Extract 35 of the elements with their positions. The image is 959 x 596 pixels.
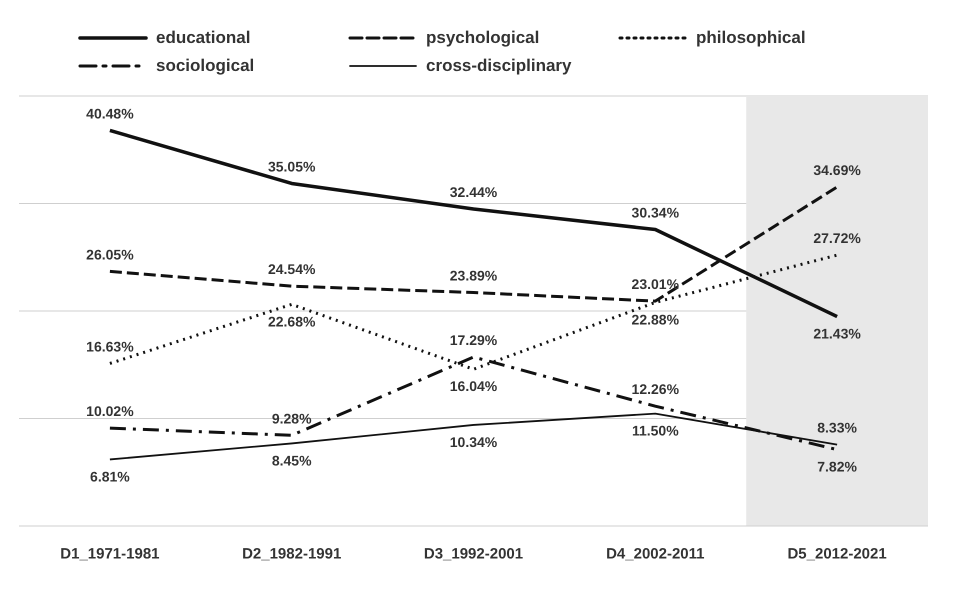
- legend-label: sociological: [156, 56, 254, 76]
- legend-label: philosophical: [696, 28, 806, 48]
- legend-label: educational: [156, 28, 250, 48]
- x-tick-label: D3_1992-2001: [424, 546, 524, 563]
- data-label: 21.43%: [813, 326, 862, 342]
- data-label: 7.82%: [817, 458, 858, 475]
- data-label: 12.26%: [632, 381, 680, 398]
- data-label: 16.04%: [450, 378, 498, 394]
- data-label: 11.50%: [632, 422, 680, 439]
- data-label: 24.54%: [268, 261, 316, 278]
- data-label: 8.45%: [272, 452, 312, 468]
- data-label: 23.01%: [632, 276, 680, 292]
- data-label: 22.88%: [632, 311, 680, 328]
- legend-label: cross-disciplinary: [426, 56, 572, 76]
- data-label: 17.29%: [450, 332, 498, 348]
- data-label: 40.48%: [86, 105, 134, 122]
- legend-label: psychological: [426, 28, 540, 48]
- data-label: 10.34%: [450, 434, 498, 450]
- data-label: 6.81%: [90, 468, 130, 484]
- data-label: 23.89%: [450, 268, 498, 284]
- x-tick-label: D1_1971-1981: [60, 546, 160, 563]
- data-label: 16.63%: [86, 338, 134, 354]
- x-tick-label: D5_2012-2021: [787, 546, 887, 563]
- data-label: 30.34%: [632, 204, 680, 220]
- data-label: 9.28%: [272, 410, 312, 426]
- data-label: 10.02%: [86, 403, 134, 420]
- data-label: 22.68%: [268, 313, 316, 330]
- data-label: 35.05%: [268, 158, 316, 174]
- data-label: 27.72%: [813, 230, 862, 246]
- data-label: 8.33%: [817, 420, 858, 436]
- data-label: 26.05%: [86, 246, 134, 262]
- data-label: 32.44%: [450, 184, 498, 200]
- x-tick-label: D4_2002-2011: [606, 546, 705, 563]
- x-tick-label: D2_1982-1991: [242, 546, 342, 563]
- data-label: 34.69%: [813, 162, 862, 178]
